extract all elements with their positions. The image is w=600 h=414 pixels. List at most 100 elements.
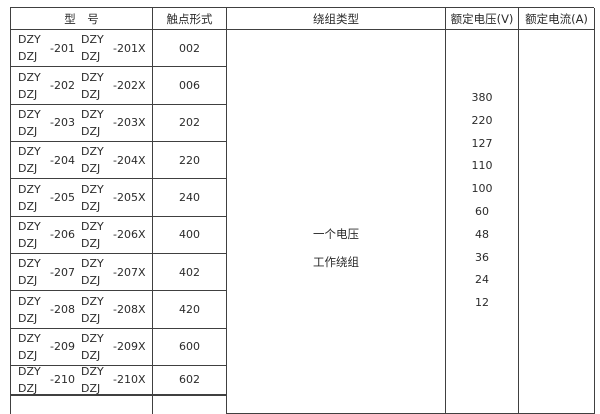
column-header-model: 型 号 <box>11 8 153 30</box>
model-prefix-dzj: DZJ <box>81 348 101 362</box>
model-prefix-dzy: DZY <box>18 70 41 84</box>
model-number-x: -202X <box>113 79 146 93</box>
voltage-value: 127 <box>471 136 493 150</box>
model-number: -207 <box>50 265 75 279</box>
model-prefix-dzy: DZY <box>18 366 41 378</box>
model-prefix-dzy: DZY <box>81 70 104 84</box>
model-cell: DZY DZJ -202 DZY DZJ -202X <box>11 67 153 105</box>
model-prefix-stack: DZY DZJ <box>81 145 113 175</box>
contact-form-cell: 602 <box>153 366 227 396</box>
model-prefix-dzy: DZY <box>81 294 104 308</box>
model-number: -205 <box>50 191 75 205</box>
model-prefix-dzj: DZJ <box>81 87 101 101</box>
model-prefix-dzj: DZJ <box>18 124 38 138</box>
partial-row-cell <box>11 395 153 414</box>
contact-form-cell: 220 <box>153 142 227 180</box>
winding-type-line2: 工作绕组 <box>313 255 359 269</box>
voltage-value: 24 <box>475 273 489 287</box>
model-prefix-dzy: DZY <box>81 33 104 47</box>
model-prefix-dzy: DZY <box>18 145 41 159</box>
contact-form-cell: 600 <box>153 328 227 367</box>
model-number-x: -210X <box>113 373 146 387</box>
model-number: -204 <box>50 153 75 167</box>
model-prefix-dzj: DZJ <box>18 50 38 64</box>
rated-current-merged-cell <box>519 30 595 414</box>
model-cell: DZY DZJ -204 DZY DZJ -204X <box>11 142 153 180</box>
column-header-contact-form: 触点形式 <box>153 8 227 30</box>
contact-form-cell: 006 <box>153 67 227 105</box>
model-prefix-dzj: DZJ <box>81 236 101 250</box>
model-prefix-stack: DZY DZJ <box>18 33 50 63</box>
model-number: -209 <box>50 340 75 354</box>
model-number-x: -207X <box>113 265 146 279</box>
model-prefix-dzj: DZJ <box>18 236 38 250</box>
model-prefix-dzy: DZY <box>18 257 41 271</box>
partial-row-cell <box>153 395 227 414</box>
voltage-value: 12 <box>475 296 489 310</box>
contact-form-cell: 002 <box>153 30 227 68</box>
model-prefix-stack: DZY DZJ <box>18 71 50 101</box>
model-cell: DZY DZJ -203 DZY DZJ -203X <box>11 104 153 143</box>
model-number-x: -204X <box>113 153 146 167</box>
model-prefix-dzj: DZJ <box>81 162 101 176</box>
model-number-x: -205X <box>113 191 146 205</box>
model-number: -210 <box>50 373 75 387</box>
column-header-rated-current: 额定电流(A) <box>519 8 595 30</box>
model-prefix-stack: DZY DZJ <box>81 183 113 213</box>
model-number: -203 <box>50 116 75 130</box>
model-prefix-dzj: DZJ <box>18 348 38 362</box>
contact-form-cell: 420 <box>153 291 227 329</box>
model-number-x: -203X <box>113 116 146 130</box>
voltage-value: 110 <box>471 159 493 173</box>
rated-voltage-merged-cell: 380 220 127 110 100 60 48 36 24 12 <box>446 30 519 414</box>
model-prefix-dzj: DZJ <box>18 381 38 395</box>
model-cell: DZY DZJ -207 DZY DZJ -207X <box>11 254 153 292</box>
model-prefix-stack: DZY DZJ <box>18 183 50 213</box>
model-cell: DZY DZJ -201 DZY DZJ -201X <box>11 30 153 68</box>
model-cell: DZY DZJ -206 DZY DZJ -206X <box>11 216 153 255</box>
model-cell: DZY DZJ -205 DZY DZJ -205X <box>11 179 153 217</box>
voltage-value: 48 <box>475 227 489 241</box>
model-prefix-dzy: DZY <box>18 33 41 47</box>
model-prefix-dzj: DZJ <box>18 199 38 213</box>
model-number-x: -206X <box>113 228 146 242</box>
voltage-value: 380 <box>471 91 493 104</box>
model-prefix-stack: DZY DZJ <box>18 257 50 287</box>
model-prefix-dzj: DZJ <box>81 381 101 395</box>
model-prefix-dzy: DZY <box>18 219 41 233</box>
model-prefix-dzj: DZJ <box>18 162 38 176</box>
voltage-value: 36 <box>475 250 489 264</box>
voltage-value: 100 <box>471 182 493 196</box>
model-prefix-dzj: DZJ <box>18 311 38 325</box>
model-prefix-stack: DZY DZJ <box>81 108 113 138</box>
winding-type-merged-cell: 一个电压 工作绕组 <box>227 30 446 414</box>
model-prefix-dzy: DZY <box>81 331 104 345</box>
model-number: -208 <box>50 303 75 317</box>
model-prefix-dzy: DZY <box>18 294 41 308</box>
model-prefix-dzj: DZJ <box>81 311 101 325</box>
column-header-rated-voltage: 额定电压(V) <box>446 8 519 30</box>
model-prefix-dzy: DZY <box>18 107 41 121</box>
model-prefix-dzj: DZJ <box>81 199 101 213</box>
model-prefix-dzj: DZJ <box>81 50 101 64</box>
winding-type-line1: 一个电压 <box>313 227 359 241</box>
model-prefix-dzy: DZY <box>18 182 41 196</box>
model-prefix-stack: DZY DZJ <box>18 332 50 362</box>
model-number-x: -209X <box>113 340 146 354</box>
model-prefix-stack: DZY DZJ <box>81 332 113 362</box>
relay-spec-table: 型 号 触点形式 绕组类型 额定电压(V) 额定电流(A) 一个电压 工作绕组 … <box>10 7 595 414</box>
model-prefix-dzy: DZY <box>81 219 104 233</box>
model-prefix-stack: DZY DZJ <box>18 108 50 138</box>
contact-form-cell: 402 <box>153 254 227 292</box>
model-number: -206 <box>50 228 75 242</box>
contact-form-cell: 202 <box>153 104 227 143</box>
model-prefix-stack: DZY DZJ <box>81 220 113 250</box>
model-prefix-stack: DZY DZJ <box>18 145 50 175</box>
model-prefix-dzy: DZY <box>81 182 104 196</box>
model-prefix-stack: DZY DZJ <box>81 71 113 101</box>
model-number: -201 <box>50 41 75 55</box>
model-cell: DZY DZJ -209 DZY DZJ -209X <box>11 328 153 367</box>
model-prefix-dzj: DZJ <box>18 274 38 288</box>
model-prefix-dzy: DZY <box>18 331 41 345</box>
contact-form-cell: 400 <box>153 216 227 255</box>
